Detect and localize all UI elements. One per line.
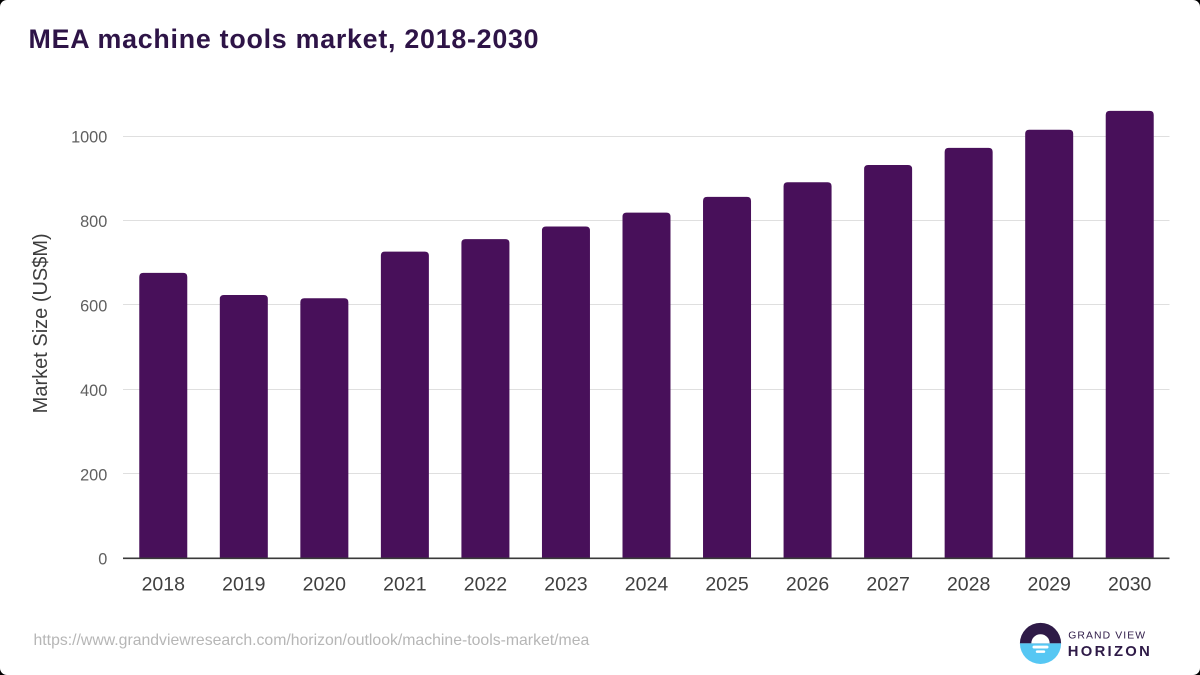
svg-text:GRAND VIEW: GRAND VIEW [1068, 630, 1146, 641]
svg-text:200: 200 [80, 466, 107, 484]
svg-text:2023: 2023 [544, 574, 587, 596]
svg-text:600: 600 [80, 297, 107, 315]
svg-text:2020: 2020 [303, 574, 347, 596]
svg-text:2029: 2029 [1027, 574, 1070, 596]
svg-text:2025: 2025 [705, 574, 749, 596]
svg-text:2019: 2019 [222, 574, 265, 596]
svg-text:https://www.grandviewresearch.: https://www.grandviewresearch.com/horizo… [34, 632, 590, 649]
svg-text:0: 0 [98, 551, 107, 569]
svg-text:2018: 2018 [142, 574, 185, 596]
svg-text:2022: 2022 [464, 574, 507, 596]
svg-text:2021: 2021 [383, 574, 426, 596]
svg-text:2030: 2030 [1108, 574, 1152, 596]
svg-text:2026: 2026 [786, 574, 829, 596]
svg-text:MEA machine tools market, 2018: MEA machine tools market, 2018-2030 [29, 24, 540, 54]
svg-text:Market Size (US$M): Market Size (US$M) [30, 233, 52, 413]
svg-text:2028: 2028 [947, 574, 990, 596]
svg-text:HORIZON: HORIZON [1068, 644, 1151, 660]
svg-text:2024: 2024 [625, 574, 669, 596]
svg-text:1000: 1000 [71, 129, 107, 147]
svg-text:2027: 2027 [866, 574, 909, 596]
svg-text:400: 400 [80, 382, 107, 400]
svg-text:800: 800 [80, 213, 107, 231]
